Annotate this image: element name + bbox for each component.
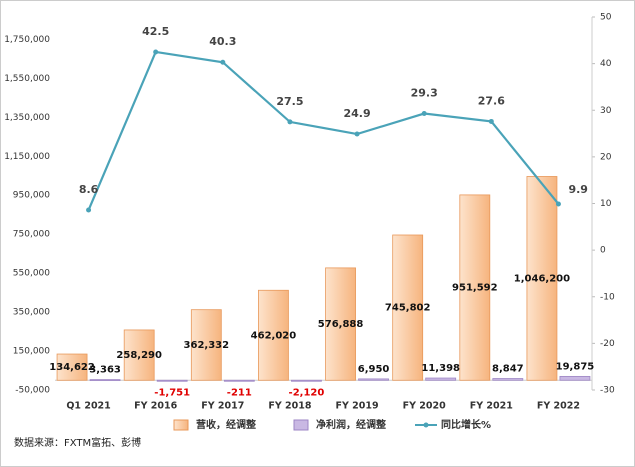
value-label: 11,398: [421, 363, 460, 374]
bar: [459, 194, 491, 381]
source-note: 数据来源：FXTM富拓、彭博: [14, 436, 141, 449]
y2-tick-label: 50: [600, 13, 612, 23]
y-tick-label: 1,550,000: [4, 74, 50, 84]
bar: [492, 378, 524, 381]
value-label: 19,875: [556, 361, 595, 372]
y-tick-label: 750,000: [13, 230, 50, 240]
bar: [156, 379, 188, 382]
point-label: 27.5: [276, 95, 303, 108]
marker: [421, 111, 427, 117]
y-tick-label: 1,750,000: [4, 35, 50, 45]
value-label: 1,046,200: [514, 273, 570, 284]
legend-swatch: [173, 419, 189, 431]
legend-label: 营收，经调整: [196, 418, 256, 431]
y-tick-label: 150,000: [13, 347, 50, 357]
marker: [86, 207, 92, 213]
y2-tick-label: -20: [600, 339, 615, 349]
y2-tick-label: -30: [600, 386, 615, 396]
x-tick-label: FY 2018: [268, 401, 312, 412]
value-label: 134,622: [49, 362, 95, 373]
value-label: 362,332: [184, 340, 230, 351]
bar: [291, 379, 322, 382]
y2-tick-label: 10: [600, 199, 612, 209]
point-label: 24.9: [343, 107, 370, 120]
point-label: 40.3: [209, 35, 236, 48]
marker: [555, 201, 561, 207]
y2-tick-label: 40: [600, 59, 612, 69]
point-label: 9.9: [568, 183, 588, 196]
x-tick-label: FY 2020: [403, 401, 447, 412]
point-label: 8.6: [79, 183, 99, 196]
bar: [123, 329, 155, 381]
x-tick-label: FY 2019: [336, 401, 379, 412]
legend-swatch: [423, 422, 429, 428]
value-label: 8,847: [492, 364, 524, 375]
line: [87, 50, 560, 211]
marker: [287, 119, 293, 125]
value-label: 462,020: [251, 330, 297, 341]
value-label: 6,950: [358, 364, 390, 375]
y2-tick-label: 20: [600, 152, 612, 162]
value-label: 745,802: [385, 303, 431, 314]
y-tick-label: 550,000: [13, 269, 50, 279]
value-label: 951,592: [452, 283, 498, 294]
marker: [354, 131, 360, 137]
bar: [325, 267, 356, 381]
bar: [56, 353, 88, 381]
y-tick-label: 350,000: [13, 308, 50, 318]
legend-label: 净利润，经调整: [316, 418, 386, 431]
value-label: 576,888: [318, 319, 364, 330]
bar: [258, 289, 289, 381]
point-label: 42.5: [142, 25, 169, 38]
x-tick-label: FY 2022: [537, 401, 580, 412]
y-tick-label: -50,000: [15, 386, 50, 396]
bar: [559, 375, 591, 381]
marker: [488, 118, 494, 124]
legend-swatch: [293, 419, 309, 431]
x-tick-label: Q1 2021: [66, 401, 110, 412]
y2-tick-label: 30: [600, 106, 612, 116]
x-tick-label: FY 2017: [201, 401, 244, 412]
bar: [223, 379, 255, 382]
value-label: 258,290: [116, 350, 162, 361]
value-label: -2,120: [289, 387, 325, 398]
y2-tick-label: 0: [600, 246, 606, 256]
bar: [425, 377, 457, 381]
legend-label: 同比增长%: [441, 418, 491, 431]
value-label: -1,751: [154, 387, 190, 398]
marker: [153, 49, 159, 55]
bar: [358, 378, 389, 381]
bar: [526, 176, 558, 381]
value-label: 3,363: [89, 365, 121, 376]
bar: [89, 379, 121, 382]
x-tick-label: FY 2016: [134, 401, 178, 412]
point-label: 29.3: [411, 87, 438, 100]
x-tick-label: FY 2021: [470, 401, 513, 412]
y-tick-label: 1,150,000: [4, 152, 50, 162]
marker: [220, 59, 226, 65]
bar: [190, 309, 222, 381]
y-tick-label: 950,000: [13, 191, 50, 201]
y-tick-label: 1,350,000: [4, 113, 50, 123]
value-label: -211: [227, 387, 252, 398]
bar: [392, 234, 424, 381]
point-label: 27.6: [478, 94, 505, 107]
y2-tick-label: -10: [600, 292, 615, 302]
